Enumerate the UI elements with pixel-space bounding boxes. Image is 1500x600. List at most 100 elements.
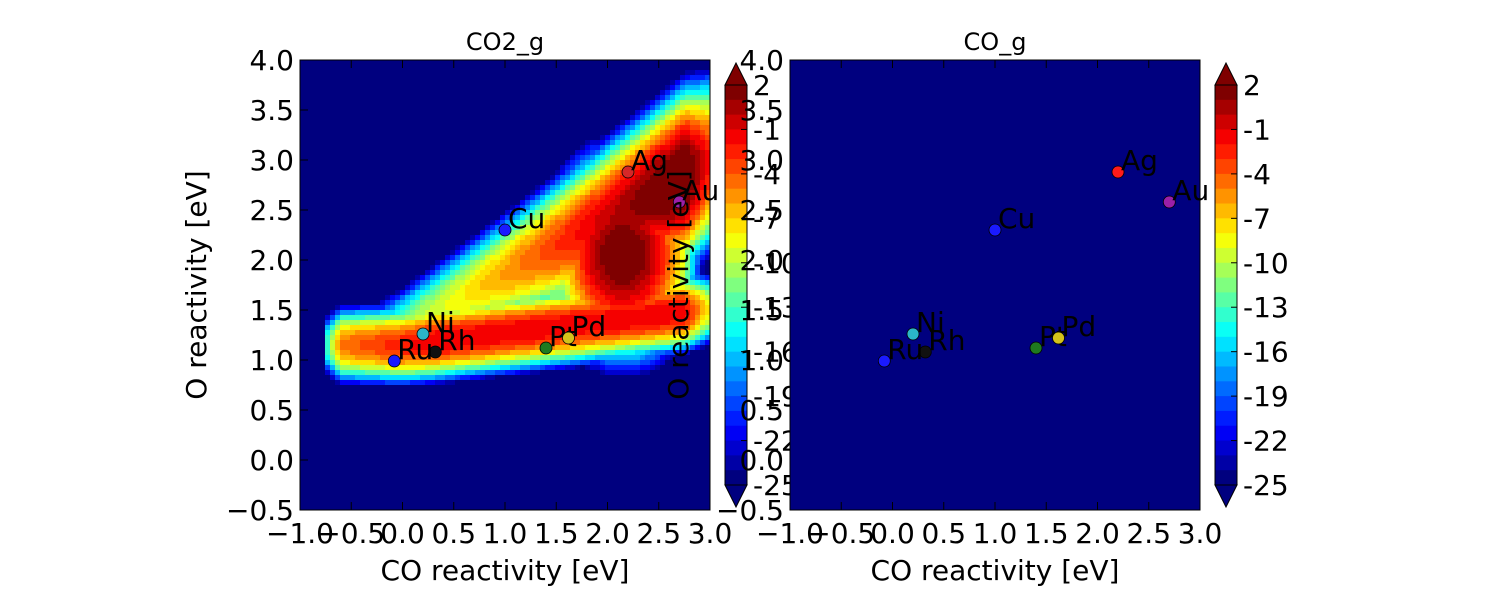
field-cell <box>530 325 536 331</box>
field-cell <box>465 460 471 466</box>
field-cell <box>505 480 511 486</box>
field-cell <box>515 285 521 291</box>
field-cell <box>310 140 316 146</box>
field-cell <box>310 195 316 201</box>
field-cell <box>400 90 406 96</box>
field-cell <box>305 200 311 206</box>
field-cell <box>365 265 371 271</box>
field-cell <box>570 465 576 471</box>
field-cell <box>410 485 416 491</box>
field-cell <box>490 145 496 151</box>
field-cell <box>530 485 536 491</box>
field-cell <box>445 335 451 341</box>
field-cell <box>340 475 346 481</box>
field-cell <box>530 270 536 276</box>
field-cell <box>495 305 501 311</box>
field-cell <box>470 70 476 76</box>
field-cell <box>330 475 336 481</box>
field-cell <box>465 65 471 71</box>
field-cell <box>555 185 561 191</box>
field-cell <box>515 320 521 326</box>
field-cell <box>440 140 446 146</box>
field-cell <box>425 315 431 321</box>
field-cell <box>470 180 476 186</box>
field-cell <box>315 110 321 116</box>
field-cell <box>400 465 406 471</box>
field-cell <box>380 375 386 381</box>
field-cell <box>565 155 571 161</box>
field-cell <box>330 230 336 236</box>
field-cell <box>415 360 421 366</box>
field-cell <box>500 330 506 336</box>
field-cell <box>575 145 581 151</box>
field-cell <box>330 425 336 431</box>
field-cell <box>485 95 491 101</box>
field-cell <box>300 505 306 510</box>
field-cell <box>405 235 411 241</box>
field-cell <box>440 505 446 510</box>
field-cell <box>425 485 431 491</box>
field-cell <box>325 95 331 101</box>
field-cell <box>315 505 321 510</box>
field-cell <box>465 295 471 301</box>
field-cell <box>430 305 436 311</box>
field-cell <box>410 135 416 141</box>
field-cell <box>485 230 491 236</box>
field-cell <box>405 305 411 311</box>
field-cell <box>445 295 451 301</box>
field-cell <box>385 230 391 236</box>
field-cell <box>345 210 351 216</box>
field-cell <box>460 95 466 101</box>
field-cell <box>360 345 366 351</box>
field-cell <box>495 310 501 316</box>
field-cell <box>480 325 486 331</box>
field-cell <box>450 335 456 341</box>
field-cell <box>380 190 386 196</box>
field-cell <box>480 130 486 136</box>
field-cell <box>520 80 526 86</box>
field-cell <box>570 400 576 406</box>
field-cell <box>505 420 511 426</box>
field-cell <box>480 355 486 361</box>
field-cell <box>520 355 526 361</box>
field-cell <box>490 345 496 351</box>
field-cell <box>430 315 436 321</box>
field-cell <box>340 80 346 86</box>
field-cell <box>540 255 546 261</box>
field-cell <box>575 250 581 256</box>
field-cell <box>545 445 551 451</box>
field-cell <box>355 325 361 331</box>
field-cell <box>385 320 391 326</box>
field-cell <box>325 300 331 306</box>
field-cell <box>425 390 431 396</box>
field-cell <box>540 460 546 466</box>
field-cell <box>490 95 496 101</box>
field-cell <box>505 460 511 466</box>
field-cell <box>565 270 571 276</box>
field-cell <box>395 180 401 186</box>
field-cell <box>300 295 306 301</box>
field-cell <box>490 330 496 336</box>
field-cell <box>505 310 511 316</box>
field-cell <box>460 475 466 481</box>
field-cell <box>405 135 411 141</box>
field-cell <box>515 60 521 66</box>
field-cell <box>320 420 326 426</box>
field-cell <box>465 220 471 226</box>
field-cell <box>310 300 316 306</box>
field-cell <box>325 205 331 211</box>
field-cell <box>555 455 561 461</box>
field-cell <box>440 465 446 471</box>
field-cell <box>490 300 496 306</box>
field-cell <box>315 280 321 286</box>
field-cell <box>545 295 551 301</box>
field-cell <box>505 285 511 291</box>
field-cell <box>540 440 546 446</box>
field-cell <box>570 275 576 281</box>
field-cell <box>510 225 516 231</box>
field-cell <box>470 160 476 166</box>
field-cell <box>365 65 371 71</box>
field-cell <box>405 445 411 451</box>
field-cell <box>385 60 391 66</box>
field-cell <box>575 265 581 271</box>
